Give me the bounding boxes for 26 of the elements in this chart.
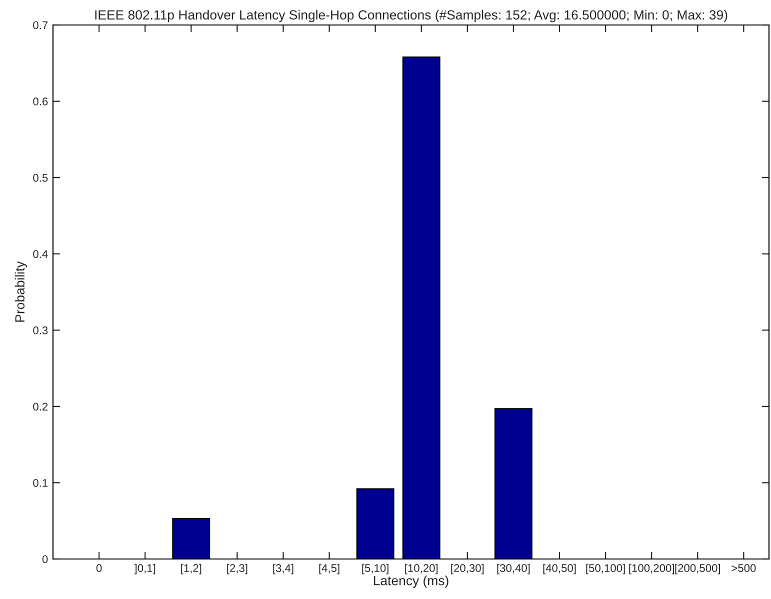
- x-tick-label: [10,20]: [405, 564, 438, 574]
- x-tick-label: [40,50]: [543, 564, 576, 574]
- x-tick-label: [5,10]: [362, 564, 388, 574]
- y-tick-label: 0.2: [33, 402, 48, 411]
- x-tick-label: [200,500]: [675, 564, 720, 574]
- x-tick-label: [4,5]: [319, 564, 340, 574]
- y-tick-label: 0.4: [33, 250, 48, 258]
- x-tick-label: [30,40]: [497, 564, 530, 574]
- y-tick-label: 0.3: [33, 326, 48, 334]
- x-tick-label: [20,30]: [451, 564, 484, 574]
- y-tick-label: 0.6: [33, 98, 48, 106]
- x-tick-label: [50,100]: [586, 564, 625, 574]
- y-tick-label: 0.5: [33, 174, 48, 182]
- x-axis-title: Latency (ms): [374, 576, 448, 588]
- x-tick-label: 0: [96, 564, 102, 572]
- x-tick-label: [3,4]: [273, 564, 294, 574]
- x-tick-label: >500: [732, 564, 756, 572]
- y-tick-label: 0: [42, 555, 48, 564]
- y-tick-label: 0.7: [33, 21, 48, 30]
- chart-title: IEEE 802.11p Handover Latency Single-Hop Connections (#Samples: 152; Avg: 16.500000; Min: 0; Max: 39): [95, 10, 728, 22]
- y-axis-title: Probability: [14, 261, 28, 322]
- x-tick-label: [100,200]: [629, 564, 674, 574]
- y-tick-label: 0.1: [33, 478, 48, 487]
- x-tick-label: [1,2]: [181, 564, 202, 574]
- x-tick-label: ]0,1]: [134, 564, 156, 574]
- x-tick-label: [2,3]: [227, 564, 248, 574]
